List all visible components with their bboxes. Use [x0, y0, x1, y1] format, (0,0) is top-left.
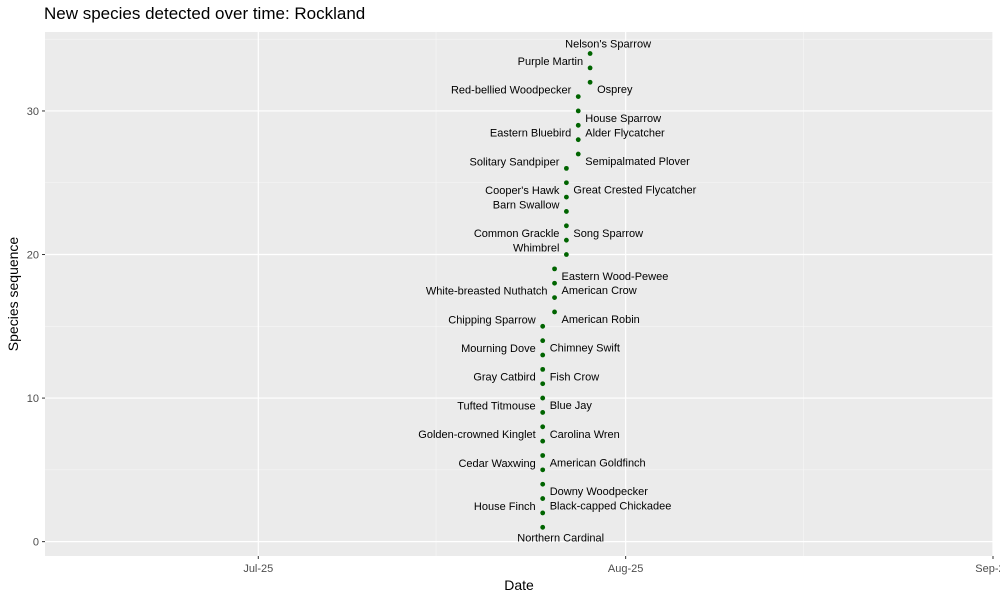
- point-labels: Northern Cardinal House Finch Black-capped…: [418, 39, 696, 545]
- data-point: [564, 165, 569, 171]
- point-label: American Crow: [562, 285, 637, 297]
- y-tick-label: 10: [27, 393, 39, 405]
- point-label: Fish Crow: [550, 371, 600, 383]
- data-point: [587, 51, 593, 56]
- point-label: Eastern Bluebird: [490, 128, 571, 140]
- chart-title: New species detected over time: Rockland: [44, 4, 366, 23]
- point-label: Osprey: [597, 84, 633, 96]
- data-point: [552, 309, 557, 315]
- data-point: [540, 524, 546, 530]
- data-point: [540, 481, 546, 487]
- data-point: [540, 453, 546, 458]
- data-point: [540, 438, 546, 444]
- data-point: [540, 410, 546, 415]
- data-point: [552, 280, 557, 286]
- data-point: [575, 137, 581, 143]
- point-label: Great Crested Flycatcher: [573, 185, 696, 197]
- data-point: [564, 180, 569, 186]
- point-label: Barn Swallow: [493, 199, 560, 211]
- point-label: Nelson's Sparrow: [565, 39, 651, 51]
- data-point: [587, 79, 593, 85]
- data-point: [575, 122, 581, 128]
- y-axis-title: Species sequence: [5, 237, 21, 352]
- data-point: [564, 223, 569, 229]
- point-label: Eastern Wood-Pewee: [562, 271, 669, 283]
- data-point: [552, 266, 557, 272]
- x-axis-title: Date: [504, 577, 534, 593]
- point-label: American Robin: [562, 314, 640, 326]
- y-axis: 0 10 20 30: [27, 106, 45, 549]
- y-tick-label: 0: [33, 537, 39, 549]
- point-label: Mourning Dove: [461, 343, 536, 355]
- point-label: Purple Martin: [518, 56, 583, 68]
- data-point: [540, 366, 546, 372]
- data-point: [587, 65, 593, 71]
- point-label: Blue Jay: [550, 400, 593, 412]
- point-label: Chimney Swift: [550, 343, 620, 355]
- y-tick-label: 20: [27, 250, 39, 262]
- point-label: Song Sparrow: [573, 228, 643, 240]
- point-label: Carolina Wren: [550, 429, 620, 441]
- point-label: American Goldfinch: [550, 458, 646, 470]
- point-label: Common Grackle: [474, 228, 560, 240]
- point-label: Red-bellied Woodpecker: [451, 85, 572, 97]
- point-label: Solitary Sandpiper: [470, 156, 560, 168]
- point-label: White-breasted Nuthatch: [426, 286, 548, 298]
- point-label: Downy Woodpecker: [550, 486, 649, 498]
- data-point: [540, 424, 546, 430]
- data-point: [540, 381, 546, 387]
- point-label: Gray Catbird: [473, 372, 535, 384]
- point-label: Northern Cardinal: [517, 532, 604, 544]
- plot-panel: [45, 32, 993, 556]
- point-label: Semipalmated Plover: [585, 156, 690, 168]
- data-points: [540, 51, 593, 530]
- data-point: [540, 352, 546, 358]
- data-point: [564, 209, 569, 214]
- data-point: [540, 510, 546, 516]
- point-label: House Finch: [474, 501, 536, 513]
- data-point: [575, 151, 581, 157]
- data-point: [540, 467, 546, 473]
- point-label: Golden-crowned Kinglet: [418, 429, 535, 441]
- point-label: Cedar Waxwing: [458, 458, 535, 470]
- point-label: Black-capped Chickadee: [550, 501, 672, 513]
- point-label: House Sparrow: [585, 113, 661, 125]
- data-point: [564, 237, 569, 243]
- x-axis: Jul-25 Aug-25 Sep-25: [243, 556, 1000, 575]
- point-label: Alder Flycatcher: [585, 127, 665, 139]
- point-label: Tufted Titmouse: [457, 400, 535, 412]
- data-point: [564, 194, 569, 200]
- minor-gridlines: [45, 32, 993, 556]
- x-tick-label: Jul-25: [243, 563, 273, 575]
- data-point: [564, 252, 569, 257]
- y-tick-label: 30: [27, 106, 39, 118]
- data-point: [575, 108, 581, 114]
- data-point: [575, 94, 581, 100]
- x-tick-label: Sep-25: [975, 563, 1000, 575]
- point-label: Chipping Sparrow: [448, 314, 535, 326]
- data-point: [540, 395, 546, 401]
- major-gridlines: [45, 32, 994, 556]
- point-label: Whimbrel: [513, 243, 559, 255]
- data-point: [540, 323, 546, 329]
- point-label: Cooper's Hawk: [485, 185, 560, 197]
- data-point: [540, 338, 546, 344]
- x-tick-label: Aug-25: [608, 563, 643, 575]
- data-point: [540, 496, 546, 501]
- data-point: [552, 295, 557, 300]
